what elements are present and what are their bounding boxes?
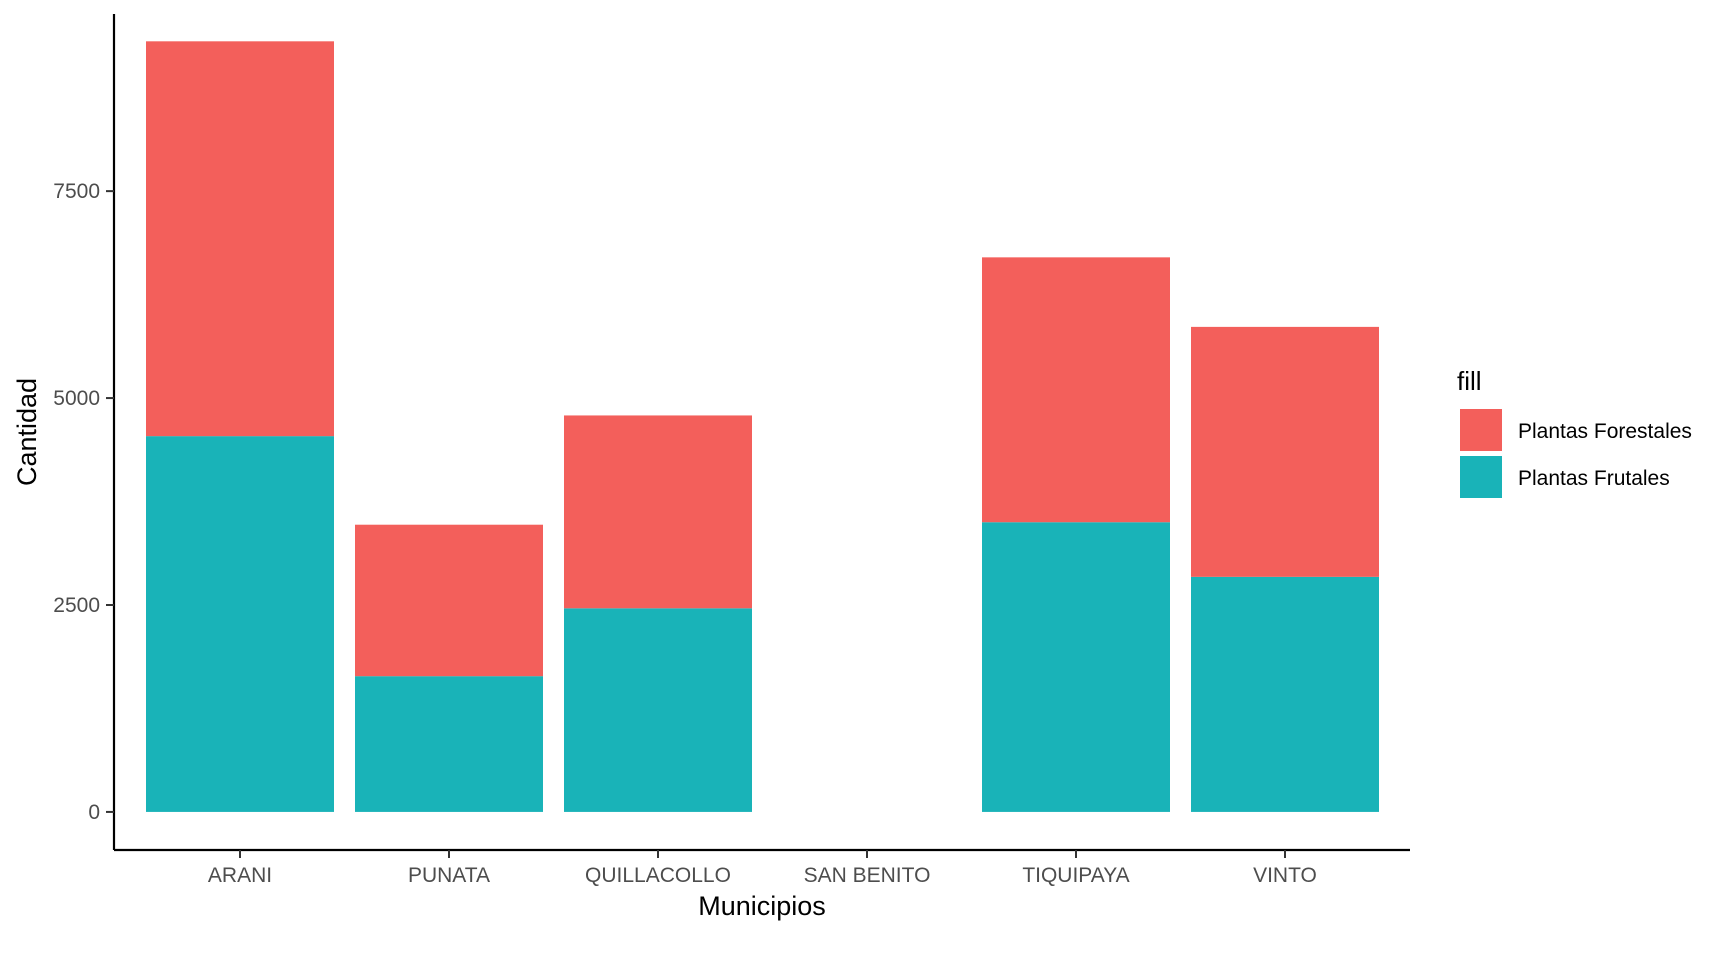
y-axis-ticks: 0 2500 5000 7500 [53,180,114,824]
x-axis-ticks: ARANI PUNATA QUILLACOLLO SAN BENITO TIQUIPAY… [208,850,1317,887]
bar-quillacollo-plantas-frutales [564,608,752,812]
axes-layer [112,14,1410,852]
x-tick-label-quillacollo: QUILLACOLLO [585,864,731,887]
legend-label-plantas-forestales: Plantas Forestales [1518,420,1692,443]
y-tick-label: 2500 [53,594,100,617]
bars-layer [146,41,1379,812]
legend: fill Plantas Forestales Plantas Frutales [1457,366,1692,498]
y-tick-label: 0 [88,801,100,824]
y-tick-label: 7500 [53,180,100,203]
y-tick-label: 5000 [53,387,100,410]
legend-items: Plantas Forestales Plantas Frutales [1460,409,1692,498]
bar-tiquipaya-plantas-forestales [982,257,1170,523]
x-tick-label-arani: ARANI [208,864,272,887]
bar-punata-plantas-forestales [355,524,543,677]
y-axis-title: Cantidad [12,378,42,486]
x-tick-label-punata: PUNATA [408,864,490,887]
bar-arani-plantas-forestales [146,41,334,437]
legend-swatch-plantas-forestales [1460,409,1502,451]
bar-punata-plantas-frutales [355,676,543,812]
bar-quillacollo-plantas-forestales [564,415,752,609]
bar-tiquipaya-plantas-frutales [982,522,1170,812]
legend-title: fill [1457,366,1482,396]
bar-vinto-plantas-frutales [1191,576,1379,812]
x-tick-label-san-benito: SAN BENITO [804,864,931,887]
legend-swatch-plantas-frutales [1460,456,1502,498]
x-axis-title: Municipios [698,891,826,921]
legend-label-plantas-frutales: Plantas Frutales [1518,467,1670,490]
x-tick-label-tiquipaya: TIQUIPAYA [1022,864,1129,887]
bar-arani-plantas-frutales [146,436,334,812]
bar-vinto-plantas-forestales [1191,326,1379,577]
x-tick-label-vinto: VINTO [1253,864,1317,887]
